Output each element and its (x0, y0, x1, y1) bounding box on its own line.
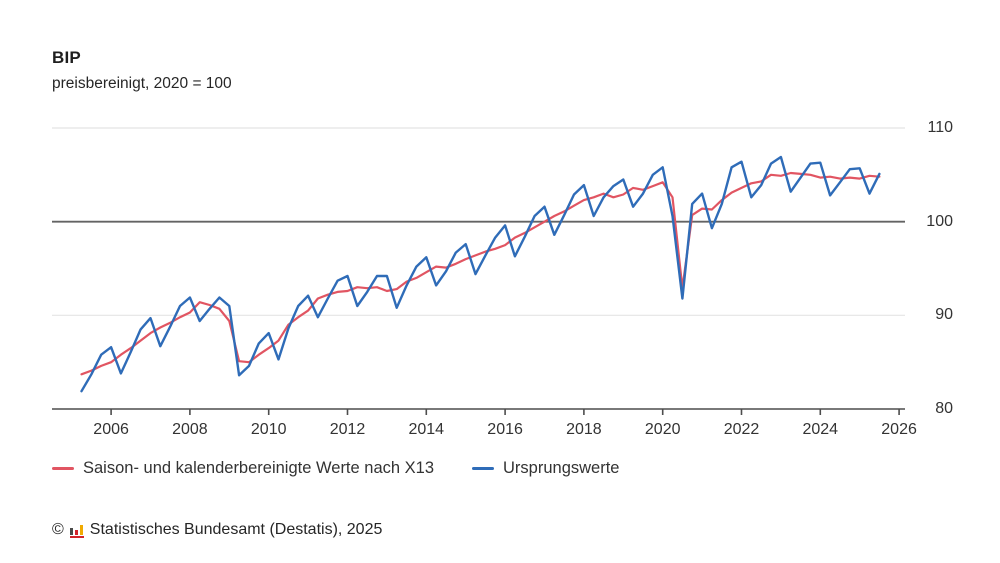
x-tick-label: 2018 (566, 421, 602, 438)
x-tick-label: 2020 (644, 421, 681, 438)
series-line-adjusted (80, 171, 881, 376)
legend-item-original: Ursprungswerte (472, 459, 619, 478)
source-text: Statistisches Bundesamt (Destatis), 2025 (89, 521, 383, 538)
x-tick-label: 2014 (408, 421, 445, 438)
legend-item-adjusted: Saison- und kalenderbereinigte Werte nac… (52, 459, 434, 478)
y-tick-label: 80 (935, 400, 953, 417)
x-tick-label: 2024 (802, 421, 839, 438)
chart-subtitle: preisbereinigt, 2020 = 100 (52, 75, 232, 92)
chart-legend: Saison- und kalenderbereinigte Werte nac… (52, 459, 619, 478)
x-tick-label: 2022 (723, 421, 760, 438)
copyright-symbol: © (52, 521, 64, 538)
x-tick-label: 2026 (881, 421, 917, 438)
destatis-bar-chart-logo-icon (69, 523, 84, 538)
legend-label: Ursprungswerte (503, 459, 620, 477)
x-tick-label: 2012 (329, 421, 366, 438)
y-tick-label: 100 (926, 212, 953, 230)
x-tick-label: 2016 (487, 421, 523, 438)
legend-label: Saison- und kalenderbereinigte Werte nac… (83, 459, 435, 477)
y-tick-label: 90 (935, 306, 953, 324)
series-line-original (80, 155, 881, 393)
x-tick-label: 2010 (250, 421, 287, 438)
red-line-swatch-icon (52, 467, 74, 470)
x-tick-label: 2006 (93, 421, 129, 438)
blue-line-swatch-icon (472, 467, 495, 470)
page-title: BIP (52, 48, 81, 67)
x-tick-label: 2008 (172, 421, 208, 438)
source-attribution: © Statistisches Bundesamt (Destatis), 20… (52, 521, 382, 539)
y-tick-label: 110 (927, 119, 953, 136)
